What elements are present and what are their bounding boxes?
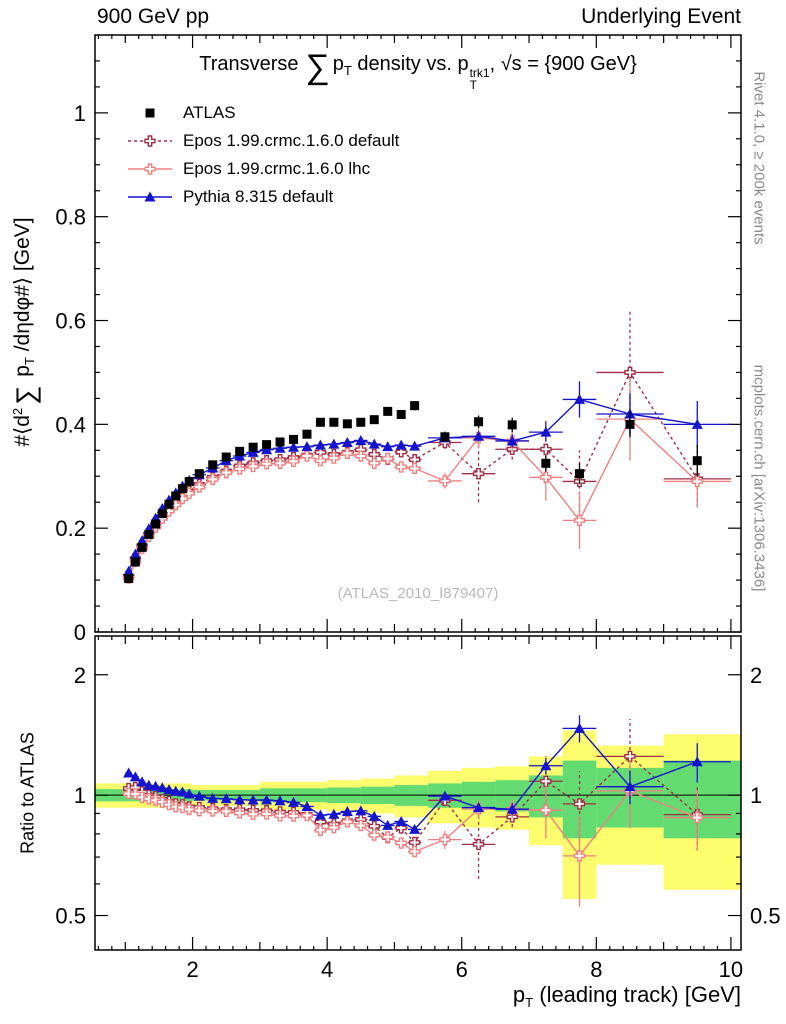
main-y-axis-label: #⟨d2∑ pT /dηdφ#⟩ [GeV] bbox=[10, 217, 41, 447]
svg-text:1: 1 bbox=[74, 783, 86, 808]
svg-text:2: 2 bbox=[750, 663, 762, 688]
mcplots-attribution-note: mcplots.cern.ch [arXiv:1306.3436] bbox=[750, 364, 768, 592]
legend-label: ATLAS bbox=[183, 103, 236, 122]
svg-text:0.8: 0.8 bbox=[55, 205, 86, 230]
x-axis-label: pT (leading track) [GeV] bbox=[512, 982, 741, 1010]
svg-text:0.5: 0.5 bbox=[55, 904, 86, 929]
ratio-y-axis-label: Ratio to ATLAS bbox=[17, 732, 38, 854]
beam-energy-label: 900 GeV pp bbox=[97, 5, 210, 28]
legend-label: Pythia 8.315 default bbox=[183, 187, 334, 206]
pythia-marker-icon bbox=[128, 191, 172, 202]
sum-symbol: ∑ bbox=[305, 48, 330, 86]
pt-trk1-symbol: trk1 T bbox=[469, 66, 490, 92]
svg-text:8: 8 bbox=[590, 957, 602, 982]
sum-symbol: ∑ bbox=[11, 385, 41, 405]
legend-label: Epos 1.99.crmc.1.6.0 default bbox=[183, 131, 400, 150]
svg-text:10: 10 bbox=[719, 957, 743, 982]
atlas-marker-icon bbox=[145, 108, 155, 118]
legend: ATLAS Epos 1.99.crmc.1.6.0 default Epos … bbox=[126, 99, 399, 211]
analysis-id-watermark: (ATLAS_2010_I879407) bbox=[337, 585, 499, 602]
svg-text:0: 0 bbox=[74, 620, 86, 645]
svg-text:1: 1 bbox=[750, 783, 762, 808]
legend-label: Epos 1.99.crmc.1.6.0 lhc bbox=[183, 159, 371, 178]
title-text: Transverse bbox=[199, 53, 299, 75]
svg-text:0.2: 0.2 bbox=[55, 516, 86, 541]
legend-item-atlas: ATLAS bbox=[126, 99, 399, 127]
rivet-version-note: Rivet 4.1.0, ≥ 200k events bbox=[750, 71, 768, 245]
svg-text:6: 6 bbox=[456, 957, 468, 982]
legend-item-pythia: Pythia 8.315 default bbox=[126, 183, 399, 211]
svg-text:1: 1 bbox=[74, 101, 86, 126]
svg-text:4: 4 bbox=[321, 957, 333, 982]
svg-text:0.4: 0.4 bbox=[55, 412, 86, 437]
analysis-group-label: Underlying Event bbox=[581, 5, 741, 28]
legend-item-epos-default: Epos 1.99.crmc.1.6.0 default bbox=[126, 127, 399, 155]
epos-default-marker-icon bbox=[128, 135, 172, 147]
svg-text:2: 2 bbox=[74, 663, 86, 688]
plot-title: Transverse ∑ pT density vs. p trk1 T, √s = {… bbox=[199, 48, 637, 92]
svg-text:2: 2 bbox=[186, 957, 198, 982]
legend-item-epos-lhc: Epos 1.99.crmc.1.6.0 lhc bbox=[126, 155, 399, 183]
svg-text:0.5: 0.5 bbox=[750, 904, 781, 929]
svg-text:0.6: 0.6 bbox=[55, 309, 86, 334]
epos-lhc-marker-icon bbox=[128, 163, 172, 175]
